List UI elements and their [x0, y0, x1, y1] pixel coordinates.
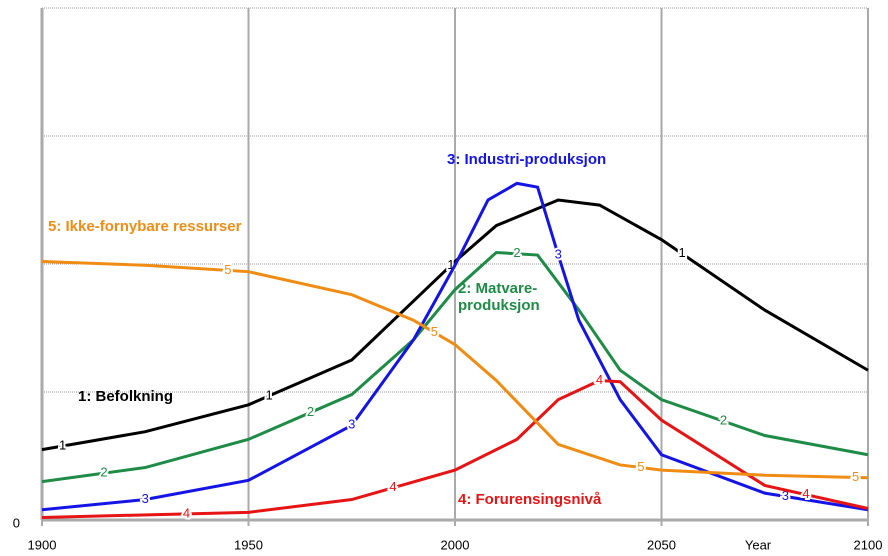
- series-marker: 2: [720, 413, 727, 428]
- series-line: [41, 250, 869, 484]
- series-marker: 3: [782, 488, 789, 503]
- series-marker: 5: [224, 262, 231, 277]
- series-marker: 4: [389, 479, 396, 494]
- series-line: [41, 378, 869, 519]
- x-tick-label: 1950: [234, 537, 263, 552]
- series-annotation: 2: Matvare-produksjon: [458, 280, 540, 314]
- series-marker: 2: [307, 404, 314, 419]
- series-marker: 5: [431, 324, 438, 339]
- series-line: [41, 198, 869, 452]
- series-marker: 3: [555, 246, 562, 261]
- x-tick-label: 2100: [854, 537, 883, 552]
- series-marker: 2: [513, 245, 520, 260]
- x-tick-label: 1900: [28, 537, 57, 552]
- series-marker: 1: [447, 257, 454, 272]
- y-tick-label: 0: [13, 515, 20, 530]
- series-annotation: 5: Ikke-fornybare ressurser: [48, 218, 242, 235]
- series-line: [41, 259, 869, 480]
- series-marker: 5: [637, 459, 644, 474]
- series-marker: 4: [802, 486, 809, 501]
- series-marker: 3: [348, 417, 355, 432]
- series-annotation: 3: Industri-produksjon: [447, 151, 607, 168]
- series-annotation: 4: Forurensingsnivå: [458, 491, 602, 508]
- series-marker: 4: [183, 505, 190, 520]
- series-marker: 1: [59, 437, 66, 452]
- x-axis-label: Year: [745, 537, 772, 552]
- series-line: [41, 181, 869, 512]
- series-marker: 5: [852, 469, 859, 484]
- series-marker: 1: [679, 245, 686, 260]
- series-annotation: 1: Befolkning: [78, 388, 174, 405]
- x-tick-label: 2050: [647, 537, 676, 552]
- x-tick-label: 2000: [441, 537, 470, 552]
- series-marker: 1: [266, 387, 273, 402]
- series-marker: 3: [142, 491, 149, 506]
- series-marker: 2: [100, 465, 107, 480]
- series-marker: 4: [596, 372, 603, 387]
